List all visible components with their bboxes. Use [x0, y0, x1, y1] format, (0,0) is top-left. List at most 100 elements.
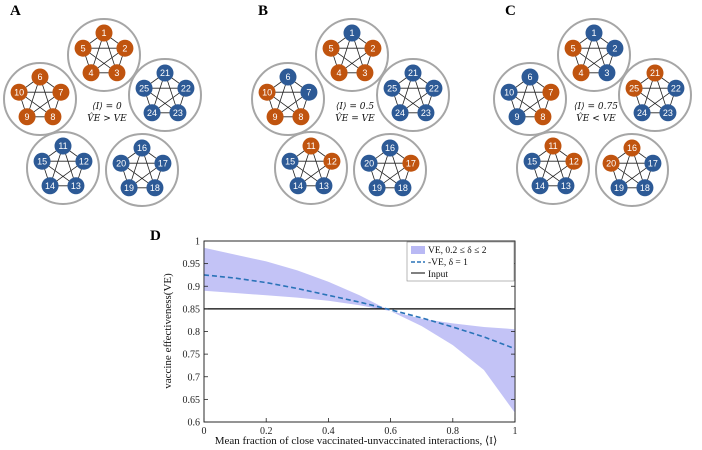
node-label-5: 5: [329, 43, 334, 53]
node-label-2: 2: [122, 43, 127, 53]
node-14: [289, 177, 307, 195]
legend-label-mean: -VE, δ = 1: [428, 258, 468, 268]
node-label-18: 18: [150, 183, 160, 193]
node-6: [279, 68, 297, 86]
node-label-9: 9: [273, 112, 278, 122]
node-label-17: 17: [406, 158, 416, 168]
node-label-2: 2: [612, 43, 617, 53]
cluster: 1 2 3 4 5: [315, 18, 389, 92]
node-20: [602, 154, 620, 172]
panel-letter-d: D: [150, 228, 161, 244]
node-label-25: 25: [387, 83, 397, 93]
legend-swatch-band: [411, 246, 425, 254]
node-label-16: 16: [385, 143, 395, 153]
node-22: [177, 79, 195, 97]
node-label-13: 13: [71, 181, 81, 191]
node-13: [67, 177, 85, 195]
node-label-22: 22: [181, 83, 191, 93]
node-label-11: 11: [548, 141, 557, 151]
node-15: [523, 152, 541, 170]
node-18: [146, 179, 164, 197]
node-18: [394, 179, 412, 197]
node-25: [625, 79, 643, 97]
node-label-8: 8: [540, 112, 545, 122]
node-label-21: 21: [650, 68, 660, 78]
legend-label-input: Input: [428, 270, 448, 280]
node-25: [383, 79, 401, 97]
cluster: 16 17 18 19 20: [353, 133, 427, 207]
node-1: [585, 24, 603, 42]
y-tick-label: 0.85: [183, 304, 201, 315]
node-label-24: 24: [395, 108, 405, 118]
node-20: [112, 154, 130, 172]
node-5: [74, 39, 92, 57]
node-label-9: 9: [25, 112, 30, 122]
node-label-13: 13: [561, 181, 571, 191]
node-label-22: 22: [671, 83, 681, 93]
node-21: [404, 64, 422, 82]
node-3: [598, 64, 616, 82]
node-label-1: 1: [101, 28, 106, 38]
node-5: [322, 39, 340, 57]
panel-c-annotation: ⟨I⟩ = 0.75 V̂E < VE: [574, 102, 618, 124]
cluster: 11 12 13 14 15: [274, 131, 348, 205]
node-label-20: 20: [606, 158, 616, 168]
node-label-10: 10: [262, 87, 272, 97]
node-19: [610, 179, 628, 197]
node-label-14: 14: [45, 181, 55, 191]
node-14: [531, 177, 549, 195]
node-label-17: 17: [158, 158, 168, 168]
node-1: [95, 24, 113, 42]
node-label-11: 11: [306, 141, 315, 151]
cluster: 21 22 23 24 25: [618, 58, 692, 132]
node-label-1: 1: [349, 28, 354, 38]
node-16: [381, 139, 399, 157]
node-5: [564, 39, 582, 57]
legend-label-band: VE, 0.2 ≤ δ ≤ 2: [428, 246, 487, 256]
node-3: [356, 64, 374, 82]
node-label-18: 18: [640, 183, 650, 193]
cluster: 16 17 18 19 20: [595, 133, 669, 207]
x-tick-label: 0.2: [260, 426, 273, 437]
node-label-12: 12: [327, 156, 337, 166]
node-label-15: 15: [37, 156, 47, 166]
panel-b-annotation: ⟨I⟩ = 0.5 V̂E = VE: [335, 102, 375, 124]
ve-band-area: [204, 247, 515, 413]
node-12: [323, 152, 341, 170]
panel-b-anno-line1: ⟨I⟩ = 0.5: [336, 102, 374, 112]
node-label-6: 6: [285, 72, 290, 82]
node-4: [82, 64, 100, 82]
node-label-2: 2: [370, 43, 375, 53]
network-panels: 1234567891021222324251112131415161718192…: [3, 18, 692, 207]
node-22: [667, 79, 685, 97]
node-17: [154, 154, 172, 172]
node-11: [54, 137, 72, 155]
node-21: [646, 64, 664, 82]
node-label-9: 9: [515, 112, 520, 122]
node-24: [143, 104, 161, 122]
y-tick-label: 0.65: [183, 395, 201, 406]
node-4: [572, 64, 590, 82]
node-label-20: 20: [116, 158, 126, 168]
y-tick-label: 0.9: [188, 282, 201, 293]
node-label-17: 17: [648, 158, 658, 168]
panel-a-anno-line1: ⟨I⟩ = 0: [92, 102, 122, 112]
node-label-3: 3: [362, 68, 367, 78]
panel-a-annotation: ⟨I⟩ = 0 V̂E > VE: [87, 102, 127, 124]
panel-letter-c: C: [505, 3, 516, 19]
node-label-21: 21: [160, 68, 170, 78]
node-7: [542, 83, 560, 101]
node-24: [391, 104, 409, 122]
node-12: [565, 152, 583, 170]
chart-panel-d: 0.60.650.70.750.80.850.90.951 0 0.2 0.4 0.6…: [162, 237, 518, 448]
node-label-4: 4: [337, 68, 342, 78]
node-label-1: 1: [591, 28, 596, 38]
node-label-11: 11: [58, 141, 67, 151]
node-label-23: 23: [421, 108, 431, 118]
node-22: [425, 79, 443, 97]
panel-b-anno-line2: V̂E = VE: [335, 112, 375, 124]
node-9: [266, 108, 284, 126]
node-label-19: 19: [614, 183, 624, 193]
node-label-21: 21: [408, 68, 418, 78]
